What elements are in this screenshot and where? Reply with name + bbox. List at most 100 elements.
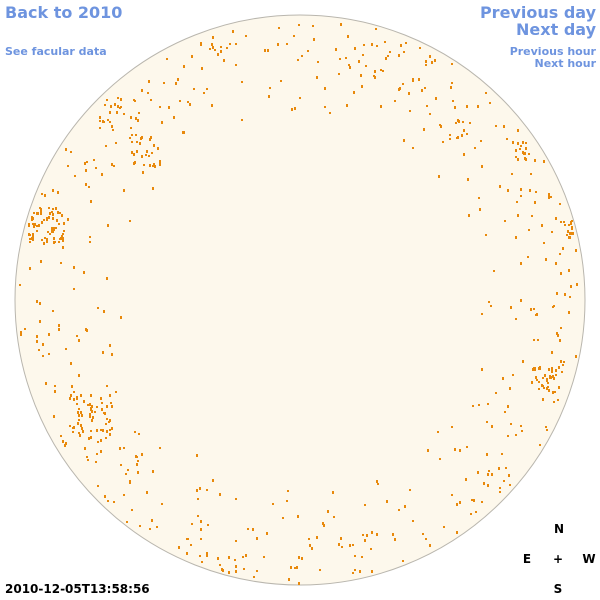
facular-point <box>113 501 115 503</box>
facular-point <box>537 339 539 341</box>
facular-point <box>193 88 195 90</box>
facular-point <box>51 230 53 233</box>
facular-point <box>80 394 82 397</box>
facular-point <box>263 556 265 558</box>
facular-point <box>509 387 511 390</box>
facular-point <box>212 46 214 49</box>
facular-point <box>354 555 356 557</box>
facular-point <box>287 490 289 492</box>
facular-point <box>235 565 237 568</box>
facular-point <box>504 411 506 413</box>
facular-point <box>39 320 41 323</box>
facular-point <box>512 374 514 376</box>
back-link[interactable]: Back to 2010 <box>5 3 123 22</box>
facular-point <box>548 196 550 199</box>
facular-point <box>556 332 558 335</box>
facular-point <box>96 429 98 432</box>
facular-point <box>408 92 410 95</box>
facular-point <box>551 351 553 354</box>
facular-point <box>568 224 570 226</box>
facular-point <box>46 219 48 221</box>
facular-point <box>101 402 103 404</box>
facular-point <box>338 543 340 546</box>
facular-point <box>33 212 35 214</box>
facular-point <box>91 405 93 408</box>
facular-point <box>41 239 43 241</box>
facular-point <box>189 103 191 106</box>
previous-day-link[interactable]: Previous day <box>479 3 596 22</box>
facular-point <box>515 156 517 158</box>
facular-point <box>507 189 509 192</box>
facular-point <box>308 538 310 540</box>
facular-point <box>79 434 81 437</box>
facular-point <box>364 504 366 506</box>
facular-point <box>280 80 282 82</box>
facular-point <box>150 136 152 139</box>
facular-point <box>559 339 561 342</box>
facular-point <box>117 97 119 99</box>
facular-point <box>362 54 364 56</box>
facular-point <box>253 576 255 578</box>
facular-point <box>245 35 247 37</box>
facular-point <box>125 473 127 475</box>
facular-point <box>214 49 216 51</box>
facular-point <box>29 238 31 240</box>
facular-link[interactable]: See facular data <box>5 45 107 58</box>
facular-point <box>402 560 404 562</box>
facular-point <box>560 272 562 275</box>
next-day-link[interactable]: Next day <box>516 20 596 39</box>
facular-point <box>60 262 62 264</box>
facular-point <box>173 116 175 119</box>
facular-point <box>404 505 406 508</box>
facular-point <box>63 230 65 232</box>
facular-point <box>109 419 111 422</box>
facular-point <box>508 474 510 477</box>
facular-point <box>528 153 530 155</box>
facular-point <box>80 424 82 427</box>
facular-point <box>542 385 544 387</box>
previous-hour-link[interactable]: Previous hour <box>509 45 596 58</box>
facular-point <box>493 270 495 272</box>
facular-point <box>89 403 91 406</box>
facular-point <box>459 449 461 452</box>
facular-point <box>219 564 221 566</box>
facular-point <box>105 145 107 147</box>
facular-point <box>485 234 487 236</box>
facular-point <box>46 238 48 241</box>
facular-point <box>130 116 132 119</box>
facular-point <box>548 368 550 371</box>
facular-point <box>197 515 199 517</box>
facular-point <box>133 153 135 156</box>
facular-point <box>243 568 245 570</box>
facular-point <box>354 569 356 571</box>
facular-point <box>435 97 437 100</box>
facular-point <box>425 64 427 66</box>
facular-point <box>51 211 53 213</box>
facular-point <box>39 302 41 305</box>
facular-point <box>555 369 557 372</box>
facular-point <box>108 421 110 423</box>
facular-point <box>563 361 565 363</box>
facular-point <box>86 161 88 163</box>
facular-point <box>84 447 86 450</box>
facular-point <box>137 119 139 122</box>
facular-point <box>291 108 293 111</box>
facular-point <box>323 524 325 527</box>
next-hour-link[interactable]: Next hour <box>534 57 597 70</box>
facular-point <box>543 387 545 389</box>
facular-point <box>116 111 118 114</box>
compass-north: N <box>553 522 565 536</box>
facular-point <box>115 391 117 393</box>
facular-point <box>359 570 361 573</box>
facular-point <box>183 65 185 68</box>
facular-point <box>96 453 98 455</box>
facular-point <box>558 386 560 389</box>
facular-point <box>324 106 326 108</box>
facular-point <box>426 105 428 107</box>
facular-point <box>520 195 522 197</box>
facular-point <box>143 164 145 166</box>
facular-point <box>190 544 192 546</box>
facular-point <box>385 57 387 60</box>
facular-point <box>252 528 254 531</box>
